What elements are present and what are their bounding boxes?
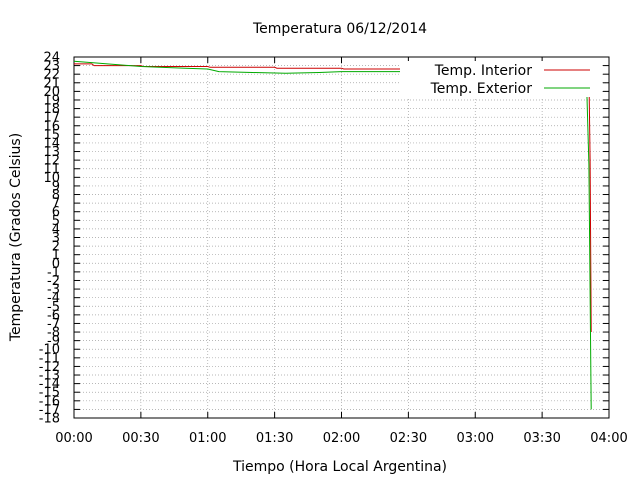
y-tick-label: 18	[43, 102, 60, 117]
y-tick-label: 16	[43, 119, 60, 134]
y-tick-label: 9	[52, 179, 60, 194]
y-tick-label: 23	[43, 59, 60, 74]
x-tick-label: 02:00	[323, 431, 360, 446]
y-tick-label: -13	[39, 369, 60, 384]
y-tick-label: 1	[52, 248, 60, 263]
x-tick-label: 01:30	[256, 431, 293, 446]
legend-label: Temp. Interior	[434, 63, 533, 79]
y-tick-label: -17	[39, 403, 60, 418]
x-tick-label: 04:00	[590, 431, 627, 446]
y-tick-label: 19	[43, 93, 60, 108]
legend-background	[400, 61, 600, 97]
x-axis-label: Tiempo (Hora Local Argentina)	[232, 459, 447, 475]
y-tick-label: 7	[52, 197, 60, 212]
legend: Temp. Interior Temp. Exterior	[400, 61, 600, 97]
y-tick-label: -1	[47, 265, 60, 280]
y-tick-label: -8	[47, 326, 60, 341]
y-tick-label: -9	[47, 334, 60, 349]
y-tick-label: 6	[52, 205, 60, 220]
y-tick-label: 21	[43, 76, 60, 91]
x-tick-label: 01:00	[189, 431, 226, 446]
y-tick-label: -5	[47, 300, 60, 315]
y-tick-label: -7	[47, 317, 60, 332]
y-tick-label: 13	[43, 145, 60, 160]
y-tick-label: 10	[43, 171, 60, 186]
y-tick-label: 11	[43, 162, 60, 177]
y-tick-label: 15	[43, 128, 60, 143]
y-tick-label: 22	[43, 68, 60, 83]
y-axis-label: Temperatura (Grados Celsius)	[8, 133, 24, 342]
x-tick-label: 02:30	[390, 431, 427, 446]
y-tick-label: 5	[52, 214, 60, 229]
y-tick-label: 0	[52, 257, 60, 272]
y-tick-label: -10	[39, 343, 60, 358]
y-tick-label: -2	[47, 274, 60, 289]
y-tick-label: -16	[39, 394, 60, 409]
chart-title: Temperatura 06/12/2014	[252, 21, 427, 37]
y-tick-label: 4	[52, 222, 60, 237]
y-axis-ticks: -18-17-16-15-14-13-12-11-10-9-8-7-6-5-4-…	[39, 51, 609, 427]
y-tick-label: -4	[47, 291, 60, 306]
x-tick-label: 00:30	[122, 431, 159, 446]
x-tick-label: 03:30	[523, 431, 560, 446]
y-tick-label: 8	[52, 188, 60, 203]
x-tick-label: 00:00	[55, 431, 92, 446]
y-tick-label: 12	[43, 154, 60, 169]
y-tick-label: 20	[43, 85, 60, 100]
y-tick-label: -12	[39, 360, 60, 375]
y-tick-label: -11	[39, 351, 60, 366]
y-tick-label: 3	[52, 231, 60, 246]
y-tick-label: 14	[43, 136, 60, 151]
y-tick-label: 17	[43, 111, 60, 126]
x-axis-ticks: 00:00 00:30 01:00 01:30 02:00 02:30 03:00 03:30…	[55, 57, 628, 446]
y-tick-label: -3	[47, 283, 60, 298]
y-tick-label: -6	[47, 308, 60, 323]
y-tick-label: 24	[43, 51, 60, 66]
y-tick-label: -14	[39, 377, 60, 392]
x-tick-label: 03:00	[457, 431, 494, 446]
legend-label: Temp. Exterior	[430, 81, 533, 97]
y-tick-label: 2	[52, 240, 60, 255]
grid-lines	[74, 57, 609, 418]
y-tick-label: -18	[39, 412, 60, 427]
y-tick-label: -15	[39, 386, 60, 401]
